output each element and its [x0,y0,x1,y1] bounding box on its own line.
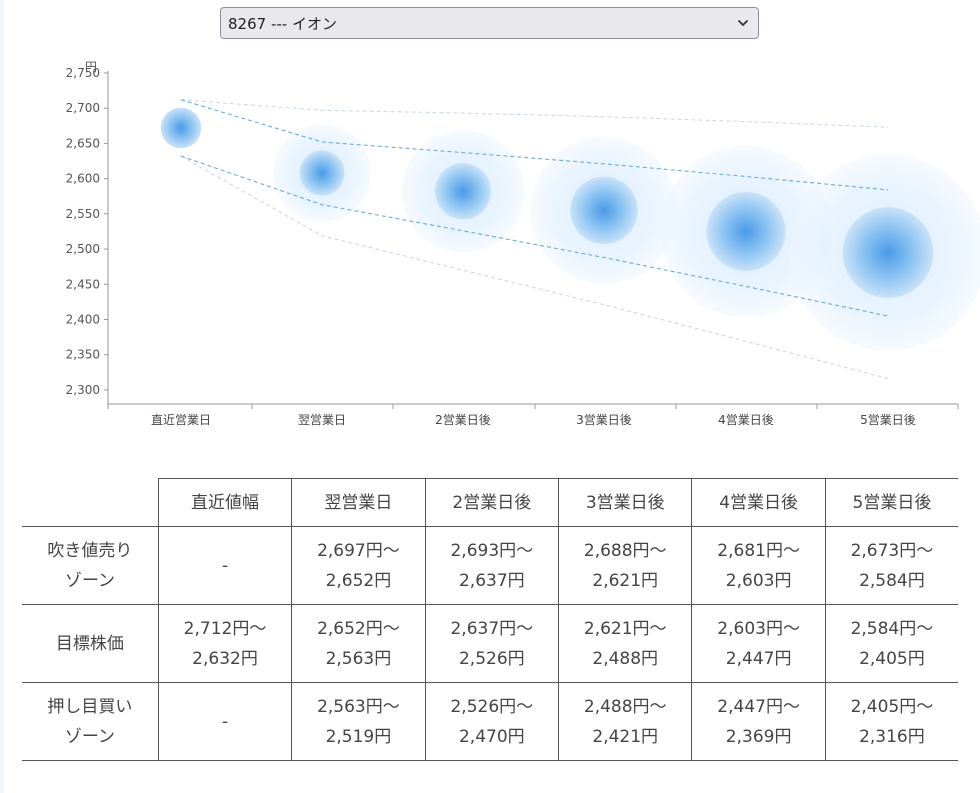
target-price-bubble [706,191,786,272]
x-category-label: 2営業日後 [435,413,491,427]
target-price-bubble [842,207,934,298]
table-row: 吹き値売り ゾーン - 2,697円～ 2,652円 2,693円～ 2,637… [22,526,958,605]
y-tick-label: 2,350 [66,348,100,362]
price-zone-table: 直近値幅 翌営業日 2営業日後 3営業日後 4営業日後 5営業日後 吹き値売り … [22,478,958,761]
outer-upper-dashed-line [180,99,889,128]
table-header-cell: 直近値幅 [157,478,293,527]
table-cell: 2,712円～ 2,632円 [157,604,293,683]
stock-select[interactable]: 8267 --- イオン [220,7,759,39]
table-header-cell: 4営業日後 [691,478,826,527]
table-cell: - [157,526,293,605]
x-category-label: 3営業日後 [576,413,632,427]
table-cell: 2,526円～ 2,470円 [424,682,560,761]
row-label-target-price: 目標株価 [22,604,159,683]
table-row: 押し目買い ゾーン - 2,563円～ 2,519円 2,526円～ 2,470… [22,682,958,761]
table-row: 目標株価 2,712円～ 2,632円 2,652円～ 2,563円 2,637… [22,604,958,683]
y-tick-label: 2,700 [66,101,100,115]
table-cell: - [157,682,293,761]
x-category-label: 4営業日後 [718,413,774,427]
inner-lower-dashed-line [180,155,889,317]
table-cell: 2,621円～ 2,488円 [558,604,693,683]
table-cell: 2,688円～ 2,621円 [558,526,693,605]
y-tick-label: 2,500 [66,242,100,256]
outer-lower-dashed-line [180,155,889,380]
target-price-bubble [434,163,492,220]
table-cell: 2,673円～ 2,584円 [824,526,958,605]
row-label-sell-zone: 吹き値売り ゾーン [22,526,159,605]
inner-upper-dashed-line [180,99,889,191]
y-unit-label: 円 [85,60,97,74]
x-category-label: 直近営業日 [151,413,211,427]
table-cell: 2,603円～ 2,447円 [691,604,826,683]
y-tick-label: 2,750 [66,66,100,80]
x-category-label: 翌営業日 [298,413,346,427]
table-cell: 2,563円～ 2,519円 [291,682,426,761]
table-cell: 2,652円～ 2,563円 [291,604,426,683]
y-tick-label: 2,400 [66,312,100,326]
forecast-chart: 2,750 2,700 2,650 2,600 2,550 2,500 2,450 2,400… [66,60,980,427]
y-tick-label: 2,650 [66,136,100,150]
row-label-buy-zone: 押し目買い ゾーン [22,682,159,761]
table-cell: 2,584円～ 2,405円 [824,604,958,683]
y-tick-label: 2,600 [66,172,100,186]
table-header-cell: 3営業日後 [558,478,693,527]
table-header-cell: 2営業日後 [424,478,560,527]
y-tick-label: 2,550 [66,207,100,221]
table-cell: 2,693円～ 2,637円 [424,526,560,605]
table-cell: 2,405円～ 2,316円 [824,682,958,761]
table-header-cell: 5営業日後 [824,478,958,527]
table-cell: 2,697円～ 2,652円 [291,526,426,605]
y-tick-label: 2,450 [66,277,100,291]
table-header-cell: 翌営業日 [291,478,426,527]
target-price-bubble [570,176,638,245]
stock-select-value: 8267 --- イオン [228,14,337,33]
chevron-down-icon [738,20,748,26]
table-cell: 2,681円～ 2,603円 [691,526,826,605]
page-left-strip [0,0,4,793]
table-header-cell [22,478,159,527]
x-category-label: 5営業日後 [860,413,916,427]
target-price-bubble [299,150,345,196]
table-cell: 2,447円～ 2,369円 [691,682,826,761]
target-price-bubble [160,107,202,149]
table-cell: 2,637円～ 2,526円 [424,604,560,683]
table-header-row: 直近値幅 翌営業日 2営業日後 3営業日後 4営業日後 5営業日後 [22,478,958,527]
table-cell: 2,488円～ 2,421円 [558,682,693,761]
y-tick-label: 2,300 [66,383,100,397]
